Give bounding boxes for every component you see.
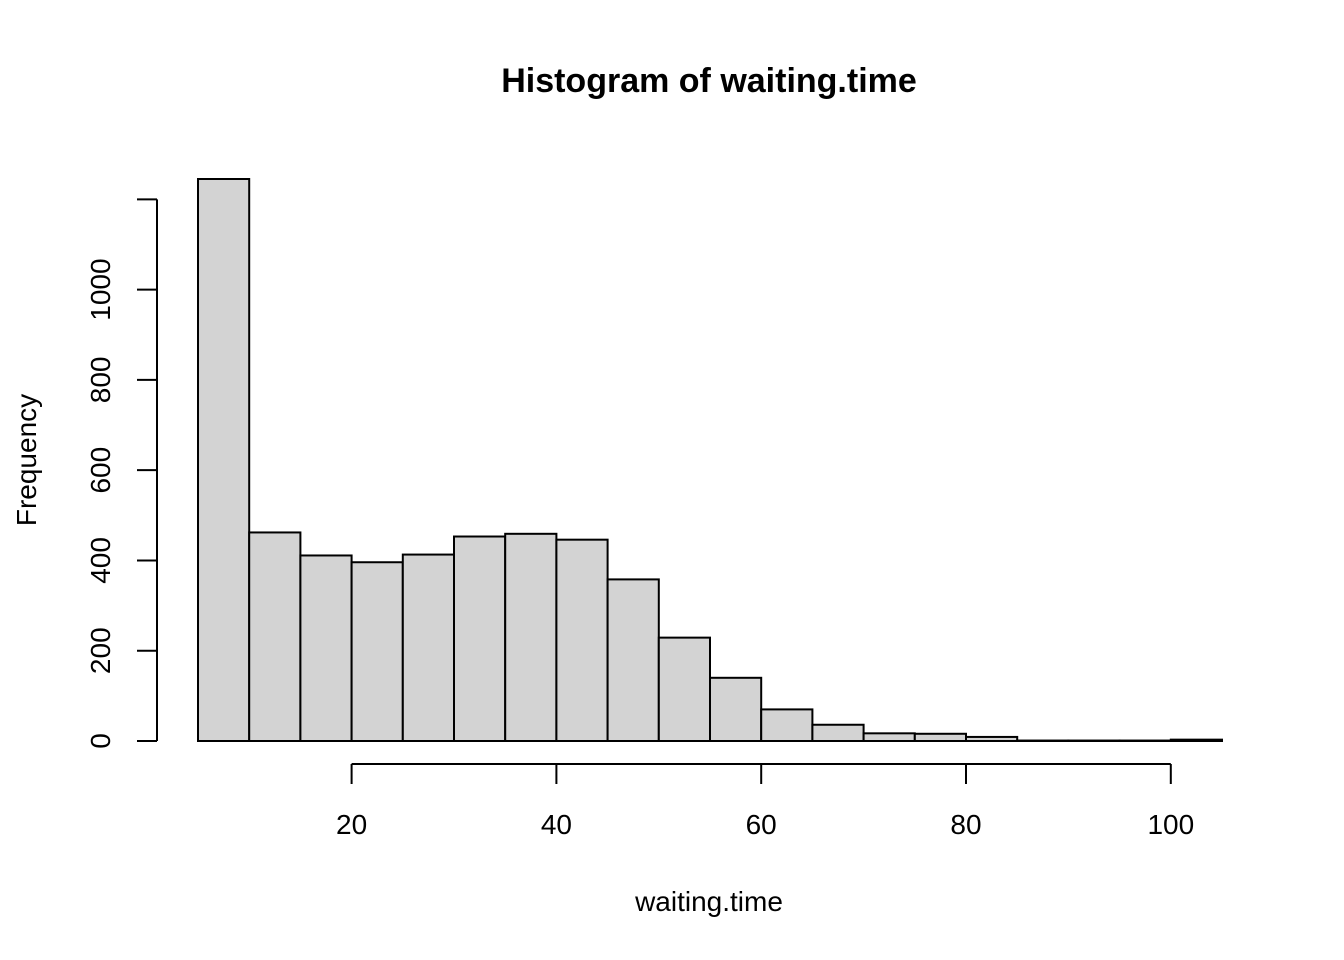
x-tick-label: 80 <box>950 809 981 840</box>
y-tick-label: 1000 <box>85 258 116 320</box>
histogram-bar <box>401 553 455 742</box>
x-tick-label: 20 <box>336 809 367 840</box>
histogram-bar <box>862 732 916 743</box>
y-tick-label: 0 <box>85 733 116 749</box>
histogram-bars <box>197 178 1224 743</box>
histogram-bar <box>248 531 302 743</box>
y-tick-label: 200 <box>85 627 116 674</box>
y-tick-label: 400 <box>85 537 116 584</box>
histogram-bar <box>709 676 763 743</box>
y-axis: 0 200 400 600 800 1000 <box>85 198 158 749</box>
x-tick-label: 60 <box>746 809 777 840</box>
chart-title: Histogram of waiting.time <box>501 62 917 100</box>
x-tick-label: 100 <box>1147 809 1194 840</box>
histogram-bar <box>350 561 404 742</box>
y-tick-label: 600 <box>85 447 116 494</box>
x-axis: 20 40 60 80 100 <box>336 763 1194 840</box>
histogram-bar <box>197 178 251 742</box>
y-tick-label: 800 <box>85 357 116 404</box>
histogram-bar <box>811 723 865 742</box>
x-axis-label: waiting.time <box>634 886 783 917</box>
x-tick-label: 40 <box>541 809 572 840</box>
histogram-bar <box>1169 738 1224 743</box>
histogram-bar <box>965 735 1019 743</box>
histogram-bar <box>913 732 967 743</box>
histogram-bar <box>453 535 507 742</box>
histogram-bar <box>299 554 353 742</box>
histogram-bar <box>606 578 660 742</box>
histogram-bar <box>657 636 711 742</box>
histogram-bar <box>504 532 558 742</box>
y-axis-label: Frequency <box>11 394 42 526</box>
histogram-bar <box>760 708 814 743</box>
histogram-bar <box>555 538 609 742</box>
